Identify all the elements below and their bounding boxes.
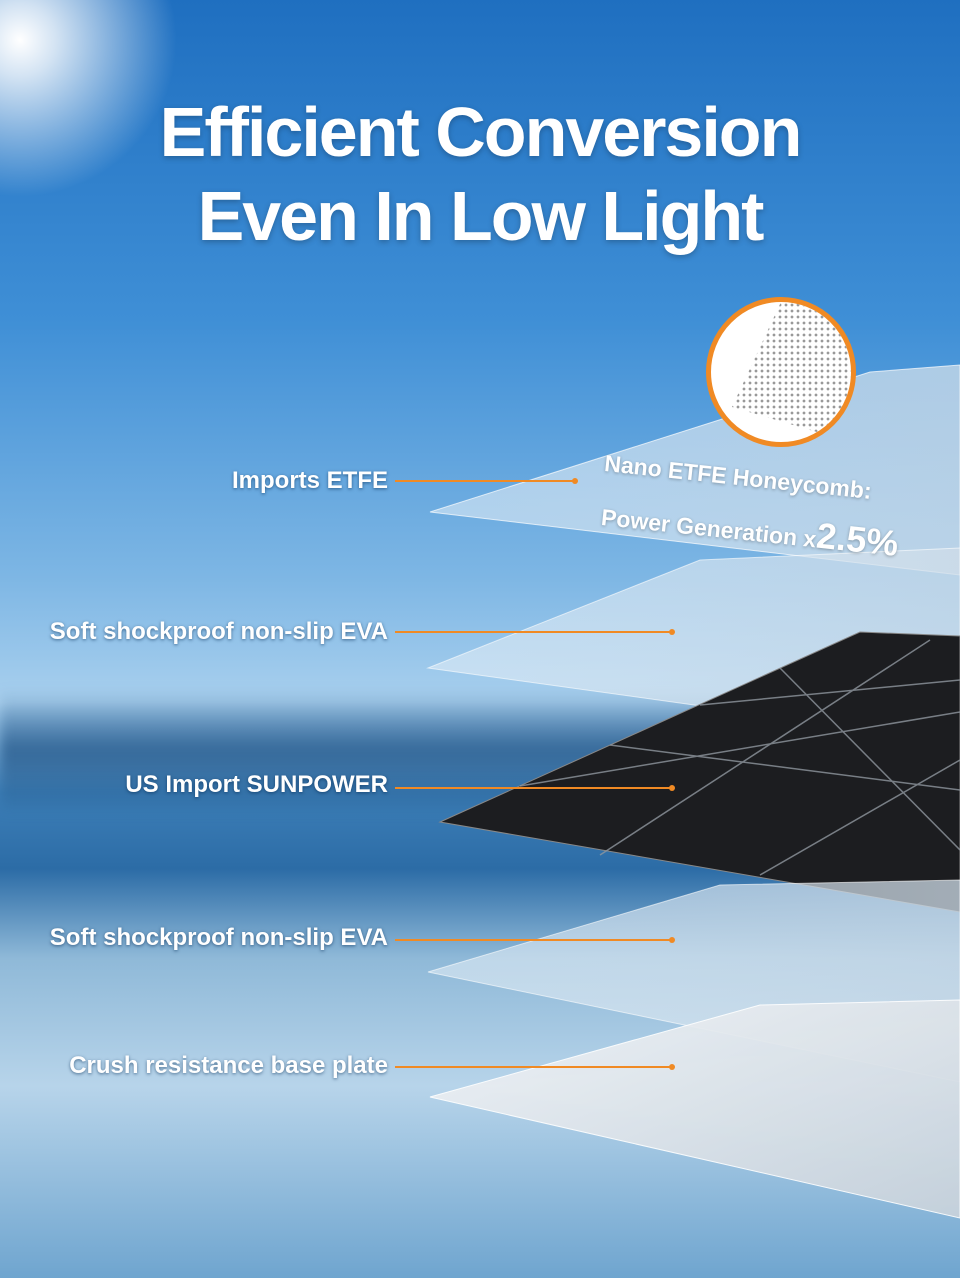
sun-glare [0,0,200,200]
layer-label-eva-bottom: Soft shockproof non-slip EVA [49,924,388,951]
callout-value: 2.5% [814,514,901,564]
leader-line [395,631,672,633]
layer-label-eva-top: Soft shockproof non-slip EVA [49,618,388,645]
headline-line-1: Efficient Conversion [159,93,803,171]
leader-dot [669,785,675,791]
leader-dot [572,478,578,484]
leader-line [395,787,672,789]
layer-label-sunpower: US Import SUNPOWER [125,771,388,798]
layer-label-etfe: Imports ETFE [231,467,388,494]
layer-sunpower-cells [438,631,960,913]
honeycomb-texture [732,302,851,442]
layer-label-base-plate: Crush resistance base plate [69,1052,388,1079]
leader-dot [669,629,675,635]
leader-line [395,480,575,482]
leader-line [395,939,672,941]
leader-line [395,1066,672,1068]
leader-dot [669,937,675,943]
leader-dot [669,1064,675,1070]
honeycomb-magnifier [706,297,856,447]
layer-base-plate [429,999,960,1219]
headline-line-2: Even In Low Light [197,177,765,255]
